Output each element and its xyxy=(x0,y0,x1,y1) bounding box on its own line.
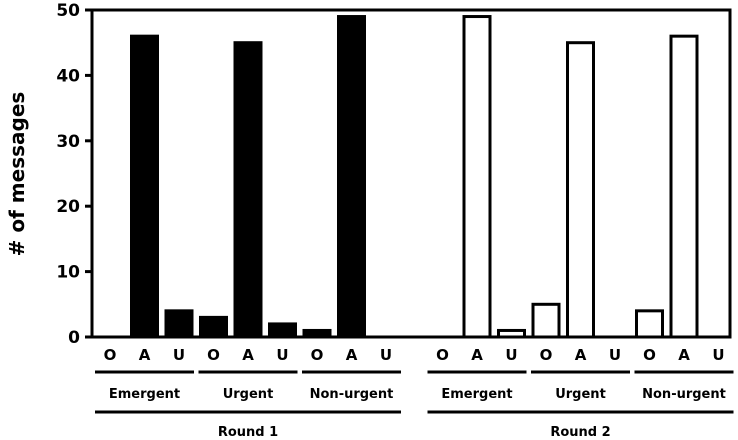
round-label: Round 1 xyxy=(218,425,278,440)
bar xyxy=(302,328,332,339)
bar xyxy=(268,322,297,339)
group-label: Urgent xyxy=(223,387,274,402)
bar xyxy=(233,41,263,339)
y-tick-label: 40 xyxy=(56,66,80,86)
category-label: A xyxy=(471,346,483,364)
bar xyxy=(164,309,194,339)
category-label: U xyxy=(609,346,621,364)
group-label: Urgent xyxy=(555,387,606,402)
category-label: O xyxy=(436,346,449,364)
category-label: U xyxy=(505,346,517,364)
bar xyxy=(669,34,699,339)
bar xyxy=(462,15,492,339)
group-label: Emergent xyxy=(109,387,180,402)
category-label: U xyxy=(712,346,724,364)
bar xyxy=(337,15,366,339)
category-label: O xyxy=(643,346,656,364)
bar xyxy=(130,34,159,339)
bar xyxy=(531,302,561,339)
category-label: A xyxy=(242,346,254,364)
group-label: Non-urgent xyxy=(642,387,726,402)
bar xyxy=(566,41,595,339)
group-label: Emergent xyxy=(441,387,512,402)
category-label: A xyxy=(575,346,587,364)
category-label: U xyxy=(380,346,392,364)
y-tick-label: 10 xyxy=(56,263,80,283)
y-tick-label: 0 xyxy=(68,328,80,348)
category-label: A xyxy=(678,346,690,364)
y-tick-label: 30 xyxy=(56,132,80,152)
bar xyxy=(635,309,664,339)
y-tick-label: 20 xyxy=(56,197,80,217)
category-label: O xyxy=(311,346,324,364)
category-label: O xyxy=(104,346,117,364)
y-axis-label: # of messages xyxy=(5,92,29,257)
category-label: U xyxy=(173,346,185,364)
category-label: A xyxy=(346,346,358,364)
plot-frame xyxy=(90,8,732,339)
round-label: Round 2 xyxy=(550,425,610,440)
category-label: U xyxy=(276,346,288,364)
y-tick-label: 50 xyxy=(56,1,80,21)
category-label: O xyxy=(540,346,553,364)
group-label: Non-urgent xyxy=(310,387,394,402)
bar xyxy=(497,328,526,339)
bar xyxy=(199,315,228,339)
category-label: O xyxy=(207,346,220,364)
category-label: A xyxy=(139,346,151,364)
